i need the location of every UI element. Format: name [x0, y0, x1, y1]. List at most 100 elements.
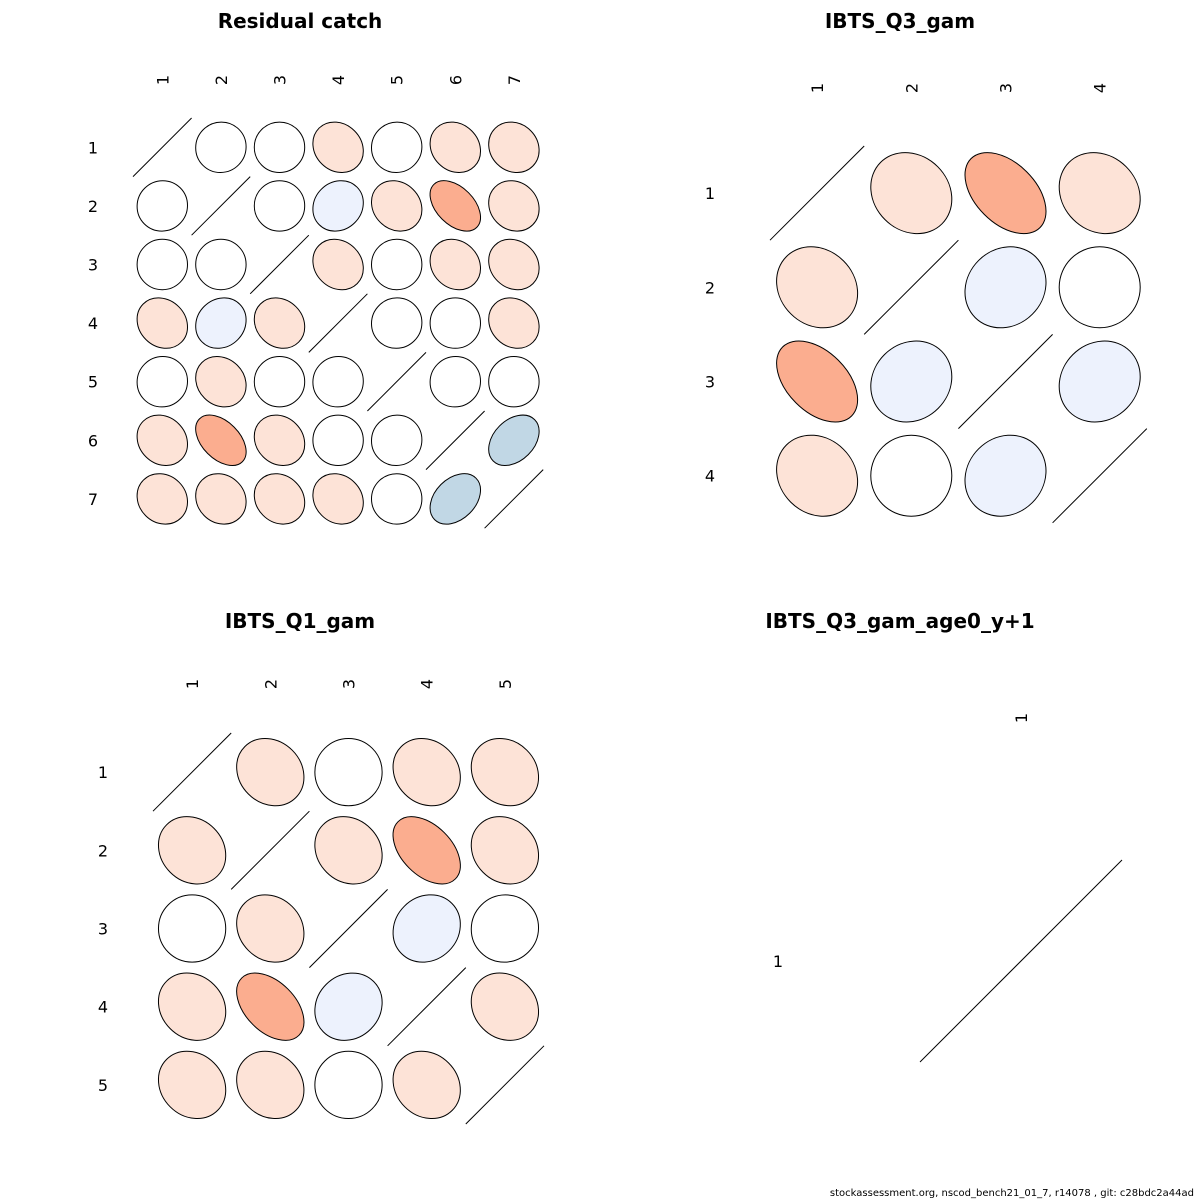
column-label: 5	[388, 75, 407, 85]
diagonal-line	[425, 410, 485, 470]
row-label: 3	[705, 373, 715, 392]
corr-ellipse	[312, 473, 364, 525]
row-label: 2	[88, 197, 98, 216]
footer-note: stockassessment.org, nscod_bench21_01_7,…	[829, 1188, 1194, 1199]
corr-ellipse	[253, 121, 306, 173]
corr-ellipse	[371, 414, 423, 466]
corr-ellipse	[964, 152, 1047, 235]
corr-ellipse	[253, 297, 306, 349]
corr-panel-2: IBTS_Q3_gam 1 1 2 2 3 3 4 4	[705, 9, 1148, 524]
diagonal-line	[152, 732, 232, 812]
corr-ellipse	[236, 737, 305, 807]
corr-ellipse	[253, 473, 306, 525]
corr-ellipse	[1058, 246, 1141, 329]
corr-ellipse	[1058, 340, 1141, 423]
corr-ellipse	[312, 414, 364, 466]
diagonal-line	[132, 117, 192, 177]
corr-ellipse	[429, 473, 481, 525]
row-label: 6	[88, 431, 98, 450]
corr-ellipse	[964, 434, 1047, 517]
row-label: 4	[705, 467, 715, 486]
corr-ellipse	[488, 414, 540, 466]
column-label: 1	[153, 75, 172, 85]
panel-title: IBTS_Q3_gam_age0_y+1	[765, 609, 1034, 633]
diagonal-line	[484, 469, 544, 529]
row-label: 4	[88, 314, 98, 333]
corr-ellipse	[964, 246, 1047, 329]
diagonal-line	[309, 889, 388, 968]
corr-panel-4: IBTS_Q3_gam_age0_y+1 1 1	[765, 609, 1123, 1063]
diagonal-line	[769, 145, 865, 241]
corr-ellipse	[236, 894, 305, 963]
corr-ellipse	[429, 180, 481, 232]
column-label: 1	[1012, 713, 1031, 723]
corr-ellipse	[470, 972, 540, 1041]
row-label: 1	[773, 952, 783, 971]
diagonal-line	[367, 352, 427, 412]
corr-ellipse	[470, 894, 540, 963]
corr-ellipse	[312, 180, 364, 232]
corr-ellipse	[429, 356, 481, 408]
panel-title: IBTS_Q1_gam	[225, 609, 375, 633]
corr-ellipse	[157, 894, 227, 963]
corr-ellipse	[195, 121, 247, 173]
corr-ellipse	[1058, 152, 1141, 235]
corr-ellipse	[312, 238, 364, 291]
corr-ellipse	[157, 816, 227, 885]
corr-ellipse	[195, 297, 247, 349]
column-label: 2	[261, 679, 280, 689]
corr-ellipse	[392, 737, 461, 807]
corr-ellipse	[195, 414, 247, 466]
corr-ellipse	[136, 180, 188, 232]
row-label: 7	[88, 490, 98, 509]
corr-ellipse	[195, 356, 247, 408]
corr-ellipse	[236, 972, 305, 1041]
diagonal-line	[191, 176, 251, 236]
column-label: 3	[271, 75, 290, 85]
corr-ellipse	[392, 816, 461, 885]
diagonal-line	[919, 859, 1123, 1063]
column-label: 2	[902, 83, 921, 93]
column-label: 2	[212, 75, 231, 85]
column-label: 4	[418, 679, 437, 689]
corr-ellipse	[470, 737, 540, 807]
row-label: 3	[98, 920, 108, 939]
row-label: 1	[88, 138, 98, 157]
corr-ellipse	[314, 816, 383, 885]
panel-title: IBTS_Q3_gam	[825, 9, 975, 33]
corr-ellipse	[314, 972, 383, 1041]
corr-ellipse	[371, 121, 423, 173]
column-label: 4	[1091, 83, 1110, 93]
corr-panel-1: Residual catch 1 1 2 2 3 3 4 4 5 5 6 6 7 7	[88, 9, 544, 529]
row-label: 4	[98, 998, 108, 1017]
corr-ellipse	[371, 473, 423, 525]
corr-ellipse	[253, 356, 306, 408]
diagonal-line	[230, 810, 310, 890]
column-label: 1	[808, 83, 827, 93]
corr-ellipse	[429, 121, 481, 173]
column-label: 1	[183, 679, 202, 689]
corr-ellipse	[314, 737, 383, 807]
corr-ellipse	[488, 297, 540, 349]
corr-ellipse	[136, 356, 188, 408]
corr-ellipse	[314, 1050, 383, 1120]
row-label: 2	[705, 278, 715, 297]
corr-ellipse	[776, 246, 859, 329]
corr-ellipse	[136, 238, 188, 291]
corr-ellipse	[870, 340, 953, 423]
corr-ellipse	[488, 180, 540, 232]
corr-ellipse	[136, 473, 188, 525]
corr-ellipse	[371, 238, 423, 291]
corr-ellipse	[195, 238, 247, 291]
corr-ellipse	[253, 180, 306, 232]
diagonal-line	[249, 234, 310, 295]
corr-ellipse	[157, 972, 227, 1041]
corr-panel-3: IBTS_Q1_gam 1 1 2 2 3 3 4 4 5 5	[98, 609, 545, 1125]
corr-ellipse	[392, 894, 461, 963]
corr-ellipse	[870, 434, 953, 517]
diagonal-line	[465, 1045, 545, 1125]
diagonal-line	[308, 293, 368, 353]
corr-ellipse	[470, 816, 540, 885]
column-label: 7	[505, 75, 524, 85]
